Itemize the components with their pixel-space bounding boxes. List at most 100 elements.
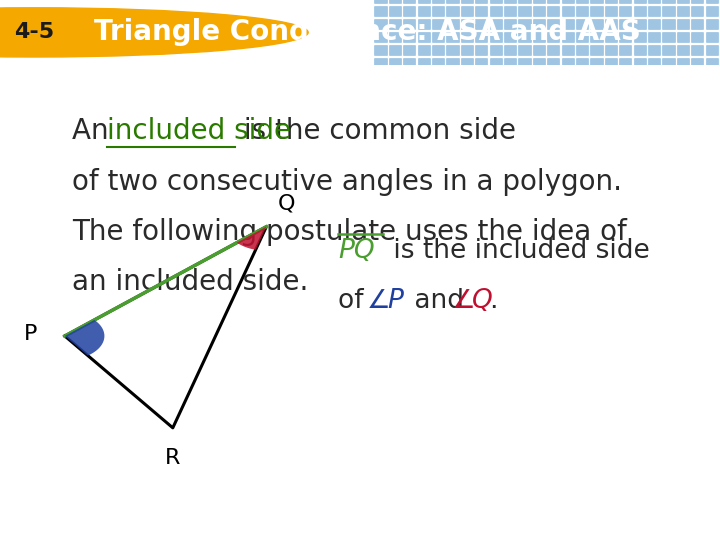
FancyBboxPatch shape [432, 58, 444, 68]
FancyBboxPatch shape [446, 58, 459, 68]
Text: P: P [387, 288, 403, 314]
FancyBboxPatch shape [648, 0, 660, 3]
FancyBboxPatch shape [446, 45, 459, 55]
Text: included side: included side [107, 117, 291, 145]
FancyBboxPatch shape [418, 0, 430, 3]
FancyBboxPatch shape [490, 0, 502, 3]
FancyBboxPatch shape [634, 58, 646, 68]
FancyBboxPatch shape [648, 19, 660, 29]
FancyBboxPatch shape [562, 6, 574, 16]
FancyBboxPatch shape [504, 6, 516, 16]
Text: is the included side: is the included side [385, 238, 650, 264]
FancyBboxPatch shape [576, 45, 588, 55]
FancyBboxPatch shape [619, 0, 631, 3]
FancyBboxPatch shape [461, 32, 473, 42]
FancyBboxPatch shape [533, 32, 545, 42]
Text: Q: Q [278, 193, 295, 213]
FancyBboxPatch shape [691, 45, 703, 55]
Text: 4-5: 4-5 [14, 22, 55, 43]
FancyBboxPatch shape [475, 32, 487, 42]
FancyBboxPatch shape [677, 58, 689, 68]
Text: An: An [72, 117, 117, 145]
FancyBboxPatch shape [619, 19, 631, 29]
FancyBboxPatch shape [461, 6, 473, 16]
FancyBboxPatch shape [677, 0, 689, 3]
Text: ∠: ∠ [452, 288, 476, 314]
FancyBboxPatch shape [634, 32, 646, 42]
FancyBboxPatch shape [504, 0, 516, 3]
FancyBboxPatch shape [605, 0, 617, 3]
FancyBboxPatch shape [634, 45, 646, 55]
FancyBboxPatch shape [475, 6, 487, 16]
FancyBboxPatch shape [504, 58, 516, 68]
FancyBboxPatch shape [648, 58, 660, 68]
FancyBboxPatch shape [446, 19, 459, 29]
FancyBboxPatch shape [706, 32, 718, 42]
FancyBboxPatch shape [662, 58, 675, 68]
FancyBboxPatch shape [418, 45, 430, 55]
FancyBboxPatch shape [490, 45, 502, 55]
Polygon shape [237, 227, 266, 250]
FancyBboxPatch shape [432, 19, 444, 29]
FancyBboxPatch shape [418, 58, 430, 68]
FancyBboxPatch shape [576, 0, 588, 3]
FancyBboxPatch shape [533, 6, 545, 16]
FancyBboxPatch shape [590, 58, 603, 68]
Text: R: R [165, 448, 181, 468]
FancyBboxPatch shape [374, 58, 387, 68]
FancyBboxPatch shape [677, 45, 689, 55]
FancyBboxPatch shape [547, 6, 559, 16]
Polygon shape [65, 320, 104, 355]
Text: ∠: ∠ [367, 288, 391, 314]
Text: Triangle Congruence: ASA and AAS: Triangle Congruence: ASA and AAS [94, 18, 640, 46]
FancyBboxPatch shape [461, 45, 473, 55]
FancyBboxPatch shape [403, 19, 415, 29]
FancyBboxPatch shape [446, 0, 459, 3]
FancyBboxPatch shape [389, 19, 401, 29]
FancyBboxPatch shape [547, 45, 559, 55]
Text: an included side.: an included side. [72, 268, 308, 296]
FancyBboxPatch shape [677, 19, 689, 29]
FancyBboxPatch shape [374, 19, 387, 29]
FancyBboxPatch shape [619, 32, 631, 42]
FancyBboxPatch shape [619, 45, 631, 55]
FancyBboxPatch shape [461, 19, 473, 29]
Text: of: of [338, 288, 372, 314]
FancyBboxPatch shape [446, 32, 459, 42]
FancyBboxPatch shape [418, 19, 430, 29]
FancyBboxPatch shape [432, 32, 444, 42]
FancyBboxPatch shape [389, 45, 401, 55]
FancyBboxPatch shape [533, 0, 545, 3]
FancyBboxPatch shape [590, 32, 603, 42]
FancyBboxPatch shape [677, 32, 689, 42]
FancyBboxPatch shape [475, 45, 487, 55]
FancyBboxPatch shape [490, 32, 502, 42]
FancyBboxPatch shape [691, 58, 703, 68]
FancyBboxPatch shape [648, 45, 660, 55]
FancyBboxPatch shape [432, 6, 444, 16]
FancyBboxPatch shape [403, 45, 415, 55]
FancyBboxPatch shape [662, 0, 675, 3]
FancyBboxPatch shape [590, 45, 603, 55]
FancyBboxPatch shape [418, 6, 430, 16]
FancyBboxPatch shape [504, 32, 516, 42]
FancyBboxPatch shape [374, 45, 387, 55]
Text: is the common side: is the common side [235, 117, 516, 145]
FancyBboxPatch shape [418, 32, 430, 42]
FancyBboxPatch shape [691, 6, 703, 16]
FancyBboxPatch shape [475, 58, 487, 68]
Text: PQ: PQ [338, 238, 375, 264]
FancyBboxPatch shape [691, 0, 703, 3]
FancyBboxPatch shape [619, 58, 631, 68]
FancyBboxPatch shape [562, 58, 574, 68]
FancyBboxPatch shape [634, 19, 646, 29]
FancyBboxPatch shape [706, 6, 718, 16]
FancyBboxPatch shape [504, 45, 516, 55]
FancyBboxPatch shape [490, 19, 502, 29]
FancyBboxPatch shape [518, 45, 531, 55]
FancyBboxPatch shape [576, 19, 588, 29]
FancyBboxPatch shape [562, 0, 574, 3]
FancyBboxPatch shape [662, 32, 675, 42]
FancyBboxPatch shape [389, 32, 401, 42]
Circle shape [0, 8, 308, 57]
